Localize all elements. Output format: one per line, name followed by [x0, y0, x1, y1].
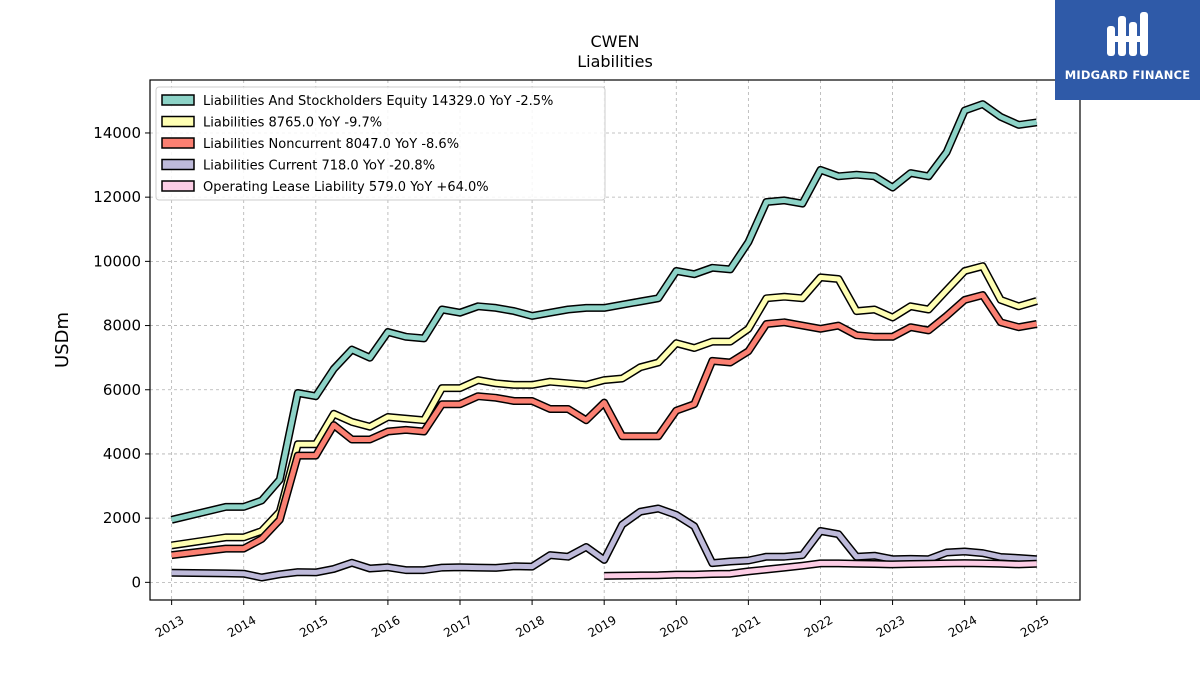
x-tick-label: 2025	[1018, 613, 1051, 640]
legend-swatch-4	[161, 180, 195, 192]
y-tick-label: 0	[131, 573, 141, 591]
x-tick-label: 2021	[730, 613, 763, 640]
x-tick-label: 2019	[585, 613, 618, 640]
x-tick-label: 2015	[297, 613, 330, 640]
x-tick-label: 2020	[658, 613, 691, 640]
x-tick-label: 2023	[874, 613, 907, 640]
series-line-2	[171, 292, 1038, 558]
legend-box	[155, 86, 606, 201]
legend-label-2: Liabilities Noncurrent 8047.0 YoY -8.6%	[203, 137, 459, 152]
y-tick-label: 10000	[93, 252, 141, 270]
legend-swatch-0	[161, 94, 195, 106]
y-axis: 0 2000 4000 6000 8000 10000 12000 14000	[93, 124, 150, 591]
y-tick-label: 14000	[93, 124, 141, 142]
legend: Liabilities And Stockholders Equity 1432…	[155, 86, 606, 201]
legend-label-0: Liabilities And Stockholders Equity 1432…	[203, 94, 553, 109]
series-line-3	[171, 506, 1037, 580]
chart-subtitle: Liabilities	[577, 52, 653, 71]
x-tick-label: 2016	[369, 613, 402, 640]
y-axis-label: USDm	[52, 312, 73, 368]
y-tick-label: 2000	[103, 509, 141, 527]
y-tick-label: 6000	[103, 381, 141, 399]
plot-frame	[149, 79, 1081, 601]
chart-title: CWEN	[590, 32, 639, 51]
y-tick-label: 4000	[103, 445, 141, 463]
x-tick-label: 2022	[802, 613, 835, 640]
logo-mark-icon	[1107, 12, 1148, 56]
x-tick-label: 2017	[441, 613, 474, 640]
x-tick-label: 2014	[225, 613, 258, 640]
legend-swatch-3	[161, 158, 195, 171]
logo-text: MIDGARD FINANCE	[1064, 68, 1191, 82]
series-line-4	[604, 560, 1037, 579]
grid	[150, 80, 1080, 600]
brand-logo: MIDGARD FINANCE	[1055, 0, 1200, 100]
series-line-0	[171, 101, 1038, 523]
legend-label-1: Liabilities 8765.0 YoY -9.7%	[203, 116, 382, 131]
series-line-1	[171, 263, 1038, 548]
x-tick-label: 2018	[513, 613, 546, 640]
series-lines	[170, 100, 1038, 582]
legend-swatch-2	[161, 137, 195, 149]
x-axis: 2013 2014 2015 2016 2017 2018 2019 2020 2021 2022…	[153, 600, 1051, 640]
legend-swatch-1	[161, 115, 195, 128]
y-tick-label: 12000	[93, 188, 141, 206]
x-tick-label: 2013	[153, 613, 186, 640]
x-tick-label: 2024	[946, 613, 979, 640]
y-tick-label: 8000	[103, 317, 141, 335]
legend-label-4: Operating Lease Liability 579.0 YoY +64.…	[203, 180, 489, 195]
legend-label-3: Liabilities Current 718.0 YoY -20.8%	[203, 159, 435, 174]
